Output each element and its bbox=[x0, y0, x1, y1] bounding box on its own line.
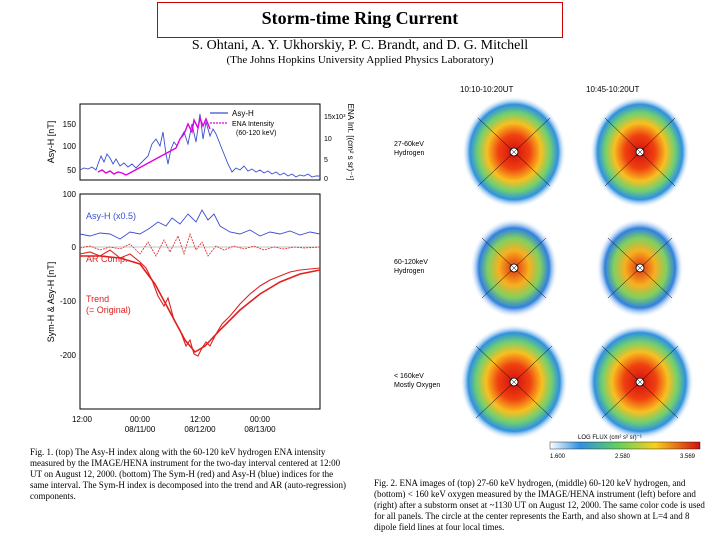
row-label: < 160keV bbox=[394, 373, 424, 380]
bottom-panel-frame bbox=[79, 193, 321, 410]
figure-1: 150 100 50 15x10³ 10 5 0 Asy-H [nT] ENA … bbox=[40, 84, 360, 442]
colorbar bbox=[549, 441, 701, 450]
time-label-left: 10:10-10:20UT bbox=[460, 85, 513, 94]
top-right-tick: 0 bbox=[324, 176, 328, 183]
colorbar-tick: 1.600 bbox=[550, 454, 566, 460]
field-line bbox=[604, 117, 676, 187]
asy-h-half-trace bbox=[79, 209, 321, 240]
asy-h-trace-top bbox=[79, 113, 320, 178]
row-label: 27-60keV bbox=[394, 141, 424, 148]
ena-trace bbox=[97, 115, 211, 176]
colorbar-label: LOG FLUX (cm² s² sr)⁻¹ bbox=[578, 435, 642, 441]
bottom-y-tick: 100 bbox=[63, 190, 77, 199]
affiliation: (The Johns Hopkins University Applied Ph… bbox=[226, 54, 494, 66]
top-ylabel-right: ENA Int. [(cm² s sr)⁻¹] bbox=[346, 104, 355, 181]
top-left-tick: 50 bbox=[67, 166, 76, 175]
x-date: 08/13/00 bbox=[244, 425, 276, 434]
figure-2: 10:10-10:20UT 10:45-10:20UT 27-60keV Hyd… bbox=[390, 82, 715, 460]
row-label: Hydrogen bbox=[394, 268, 424, 275]
field-line bbox=[481, 237, 547, 299]
x-tick: 00:00 bbox=[130, 415, 151, 424]
top-ylabel-left: Asy-H [nT] bbox=[46, 121, 56, 164]
x-date: 08/12/00 bbox=[184, 425, 216, 434]
row-label: Hydrogen bbox=[394, 150, 424, 157]
x-tick: 12:00 bbox=[190, 415, 211, 424]
top-right-tick: 10 bbox=[324, 136, 332, 143]
time-label-right: 10:45-10:20UT bbox=[586, 85, 639, 94]
colorbar-tick: 3.569 bbox=[680, 454, 696, 460]
bottom-y-tick: -200 bbox=[60, 351, 77, 360]
top-right-tick: 15x10³ bbox=[324, 114, 346, 121]
figure-2-caption: Fig. 2. ENA images of (top) 27-60 keV hy… bbox=[374, 478, 705, 532]
sym-h-trace bbox=[79, 249, 321, 357]
top-right-tick: 5 bbox=[324, 157, 328, 164]
bottom-y-tick: -100 bbox=[60, 297, 77, 306]
colorbar-tick: 2.580 bbox=[615, 454, 631, 460]
field-line bbox=[607, 237, 673, 299]
bottom-ylabel: Sym-H & Asy-H [nT] bbox=[46, 262, 56, 343]
ar-component-trace bbox=[79, 232, 321, 257]
bottom-y-tick: 0 bbox=[72, 243, 77, 252]
label-trend: Trend bbox=[86, 294, 109, 304]
label-asy-half: Asy-H (x0.5) bbox=[86, 211, 136, 221]
label-ar-comp: AR Comp. bbox=[86, 254, 128, 264]
authors: S. Ohtani, A. Y. Ukhorskiy, P. C. Brandt… bbox=[191, 38, 529, 53]
poster-title: Storm-time Ring Current bbox=[261, 8, 459, 28]
row-label: 60-120keV bbox=[394, 259, 428, 266]
row-label: Mostly Oxygen bbox=[394, 382, 440, 389]
top-left-tick: 150 bbox=[63, 120, 77, 129]
legend-ena-range: (60-120 keV) bbox=[236, 130, 276, 137]
x-tick: 12:00 bbox=[72, 415, 93, 424]
trend-trace bbox=[80, 255, 321, 354]
figure-2-images: 10:10-10:20UT 10:45-10:20UT 27-60keV Hyd… bbox=[394, 85, 701, 460]
field-line bbox=[601, 345, 679, 419]
title-box: Storm-time Ring Current bbox=[157, 2, 563, 38]
figure-1-plot: 150 100 50 15x10³ 10 5 0 Asy-H [nT] ENA … bbox=[46, 103, 355, 434]
figure-1-caption: Fig. 1. (top) The Asy-H index along with… bbox=[30, 447, 347, 501]
legend-ena: ENA Intensity bbox=[232, 121, 275, 128]
x-tick: 00:00 bbox=[250, 415, 271, 424]
label-trend-original: (= Original) bbox=[86, 305, 131, 315]
field-line bbox=[475, 345, 553, 419]
top-left-tick: 100 bbox=[63, 142, 77, 151]
legend-asy: Asy-H bbox=[232, 109, 254, 118]
top-panel-frame bbox=[79, 103, 321, 181]
field-line bbox=[477, 117, 551, 187]
x-date: 08/11/00 bbox=[125, 425, 156, 434]
